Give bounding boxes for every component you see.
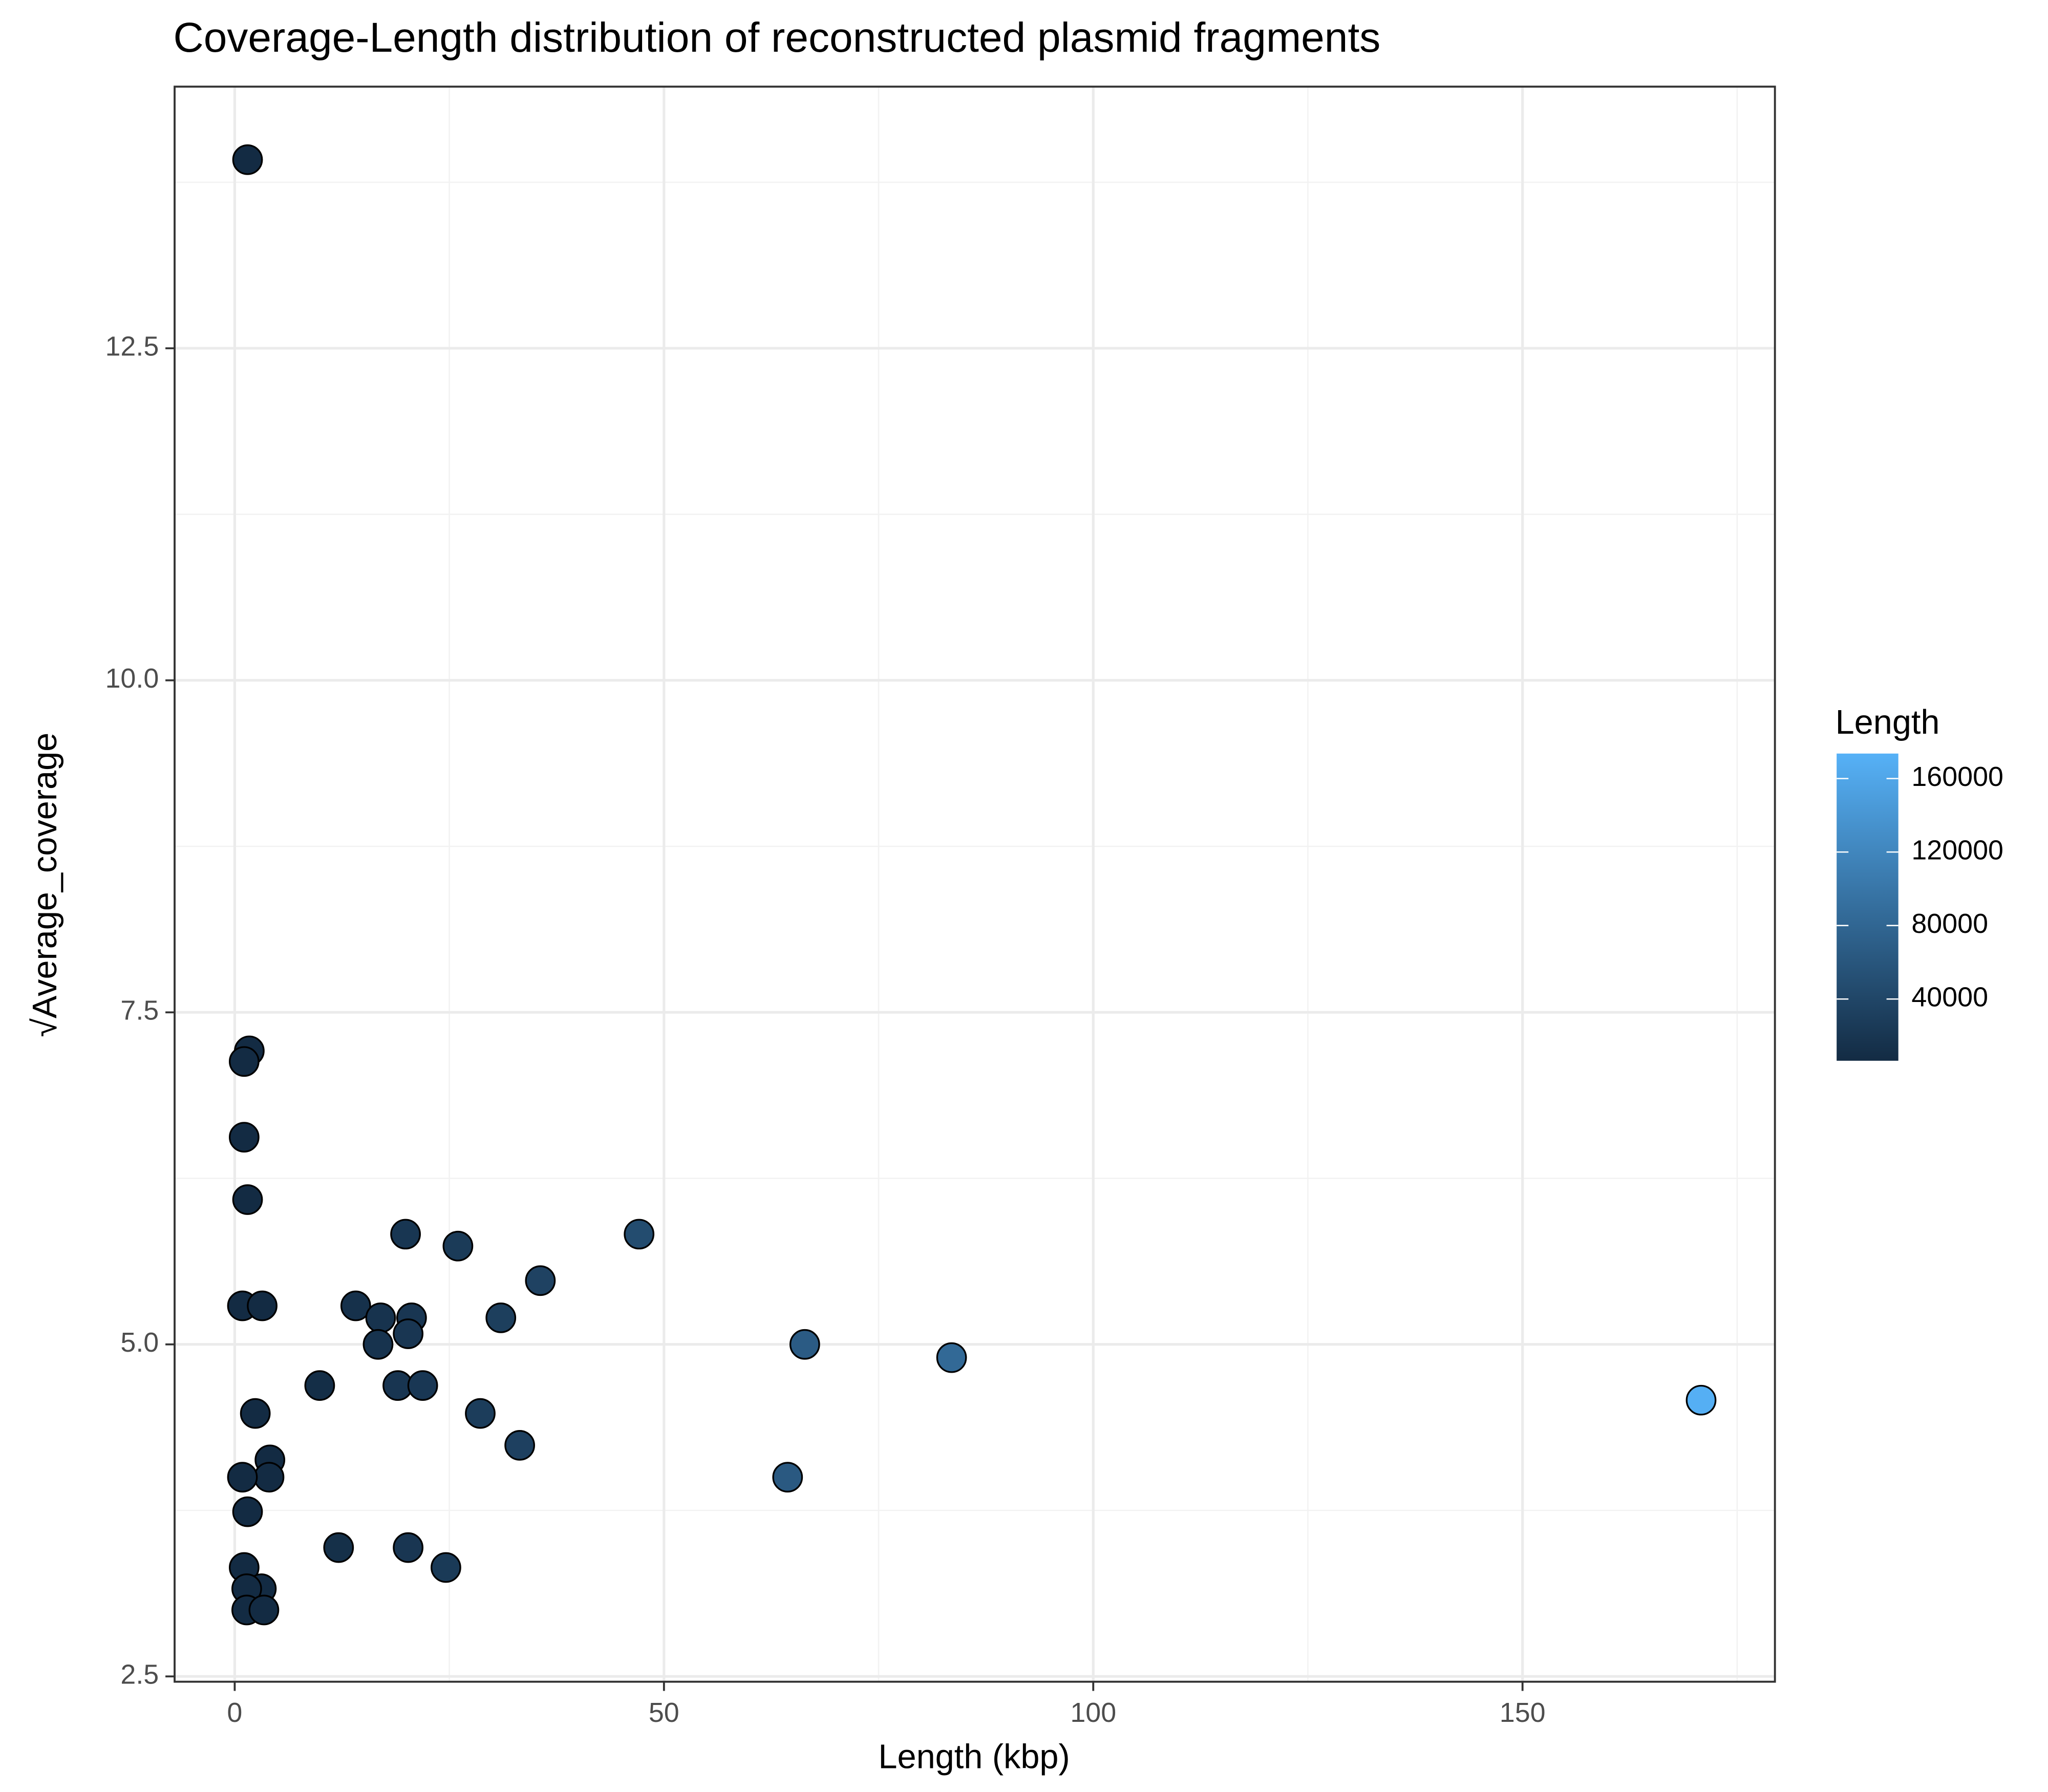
point — [465, 1398, 496, 1429]
x-axis-label: Length (kbp) — [878, 1738, 1070, 1776]
point — [936, 1342, 967, 1373]
point — [442, 1230, 474, 1262]
point — [227, 1462, 258, 1493]
y-tick-label: 10.0 — [105, 663, 159, 694]
legend-title: Length — [1836, 703, 1940, 741]
point — [365, 1302, 396, 1333]
point — [393, 1532, 423, 1563]
point — [431, 1552, 461, 1583]
point — [525, 1265, 556, 1296]
plot-border — [174, 86, 1776, 1683]
point — [1686, 1384, 1717, 1416]
point — [228, 1046, 260, 1077]
point — [485, 1302, 517, 1333]
chart-title: Coverage-Length distribution of reconstr… — [173, 14, 1380, 61]
x-tick-label: 50 — [649, 1697, 679, 1728]
point — [504, 1430, 535, 1461]
point — [407, 1370, 438, 1401]
x-tick-label: 150 — [1500, 1697, 1546, 1728]
point — [232, 144, 263, 175]
y-tick-label: 5.0 — [120, 1327, 159, 1358]
point — [248, 1594, 280, 1626]
x-tick-label: 100 — [1070, 1697, 1116, 1728]
point — [340, 1290, 371, 1321]
point — [789, 1329, 820, 1360]
point — [228, 1122, 260, 1153]
point — [323, 1532, 354, 1563]
y-tick-label: 2.5 — [120, 1659, 159, 1690]
colorbar-tick-label: 80000 — [1911, 908, 1988, 939]
point — [393, 1318, 423, 1349]
point — [253, 1462, 285, 1493]
y-tick-label: 12.5 — [105, 331, 159, 361]
point — [304, 1370, 335, 1401]
point — [624, 1219, 655, 1250]
colorbar — [1837, 753, 1898, 1061]
point — [232, 1184, 263, 1215]
colorbar-tick-label: 40000 — [1911, 982, 1988, 1012]
point — [772, 1462, 803, 1493]
y-axis-label: √Average_coverage — [26, 733, 64, 1037]
point — [247, 1290, 278, 1321]
x-tick-label: 0 — [227, 1697, 242, 1728]
colorbar-tick-label: 160000 — [1911, 761, 2003, 792]
point — [362, 1329, 394, 1360]
point — [240, 1398, 271, 1429]
y-tick-label: 7.5 — [120, 995, 159, 1026]
plot-background — [175, 87, 1775, 1682]
colorbar-tick-label: 120000 — [1911, 835, 2003, 865]
point — [390, 1219, 421, 1250]
point — [232, 1496, 263, 1527]
